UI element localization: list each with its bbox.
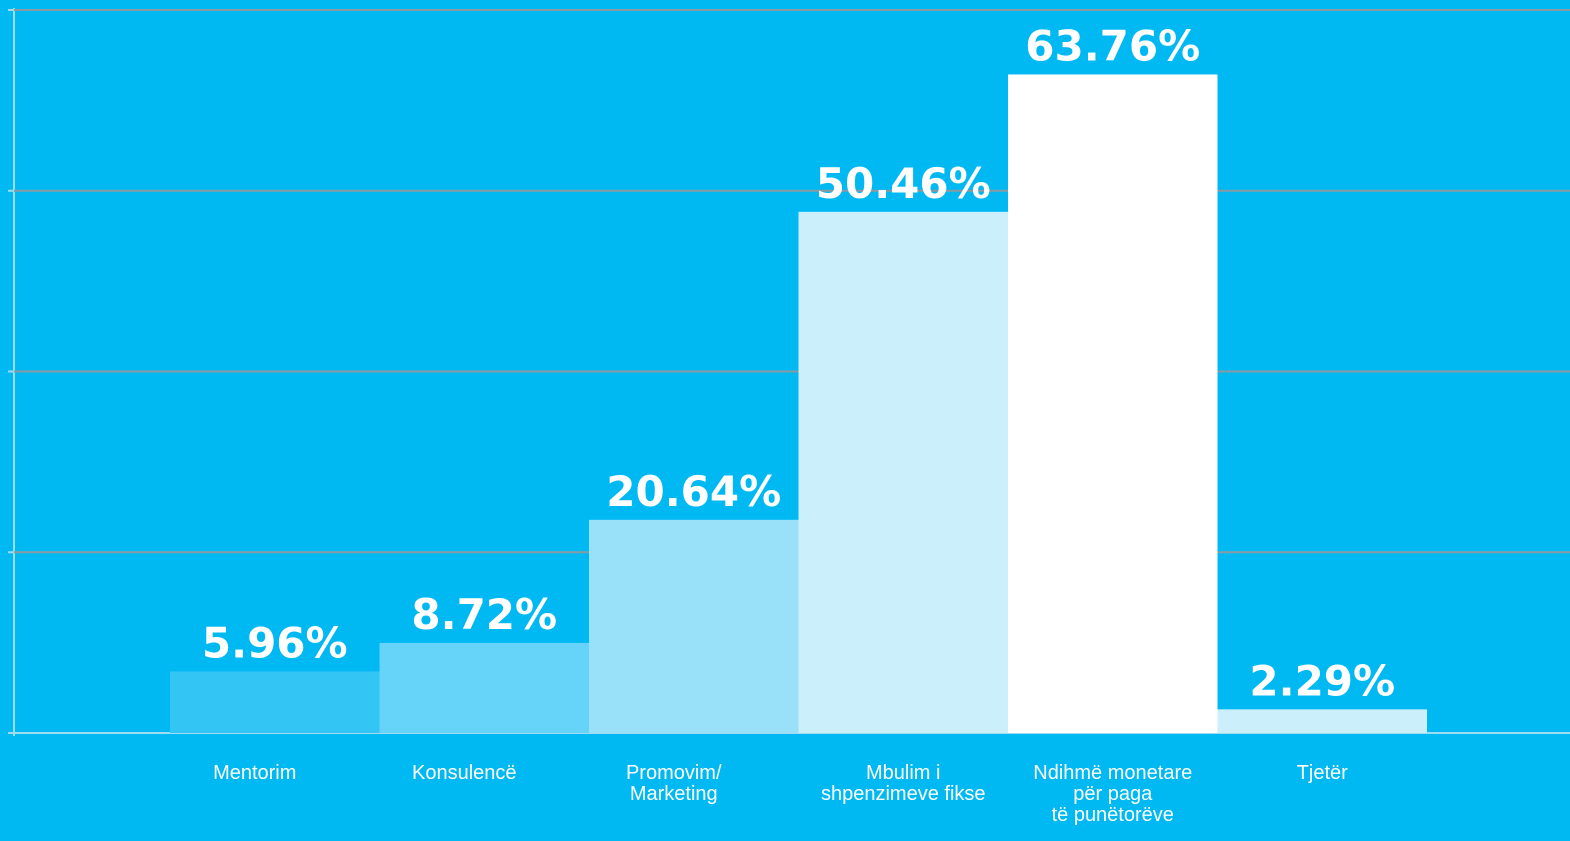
value-label: 5.96% [202, 618, 348, 667]
x-tick-label: Mbulim i shpenzimeve fikse [820, 762, 986, 805]
value-label: 50.46% [816, 159, 991, 208]
x-tick-label: Konsulencë [411, 762, 517, 784]
value-label: 8.72% [411, 590, 557, 639]
x-tick-label: Mentorim [213, 762, 297, 784]
bar [170, 671, 380, 733]
x-tick-label: Ndihmë monetare për paga të punëtorëve [1033, 762, 1193, 826]
x-tick-label: Tjetër [1296, 762, 1348, 784]
bar [798, 211, 1008, 733]
bar [1217, 709, 1427, 733]
bar [379, 642, 589, 733]
bar [589, 519, 799, 733]
x-tick-label: Promovim/ Marketing [625, 762, 722, 805]
value-label: 2.29% [1249, 656, 1395, 705]
value-label: 20.64% [606, 467, 781, 516]
value-label: 63.76% [1025, 21, 1200, 70]
bar [1008, 74, 1218, 733]
